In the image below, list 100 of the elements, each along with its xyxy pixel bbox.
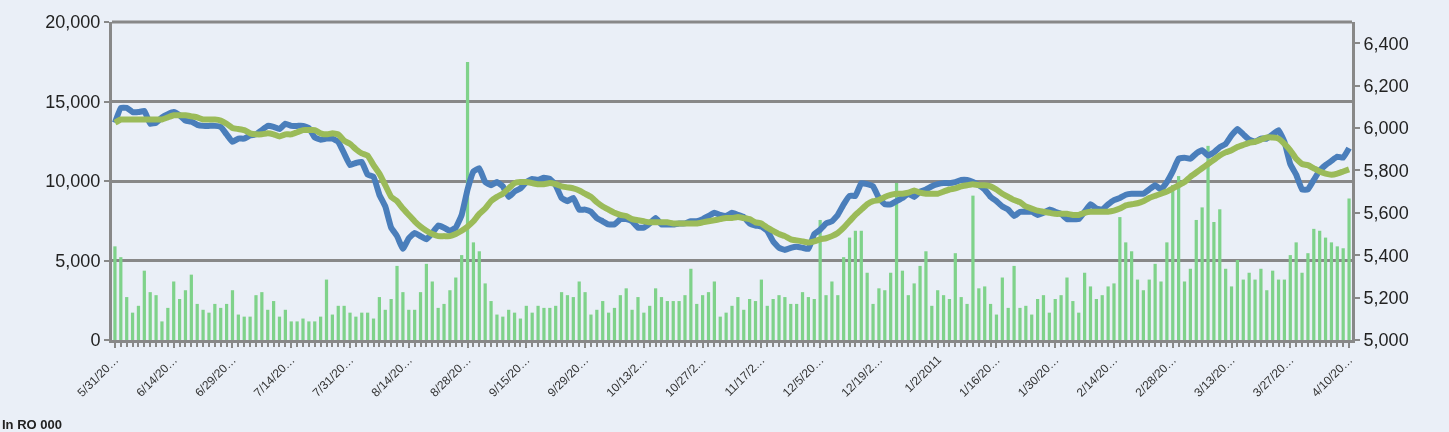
- bar: [377, 297, 382, 340]
- bar: [636, 297, 640, 340]
- bar: [736, 297, 740, 340]
- bar: [612, 307, 617, 340]
- bar: [1312, 228, 1316, 340]
- bar: [448, 290, 452, 340]
- bar: [847, 237, 852, 340]
- bar: [336, 305, 340, 340]
- bar: [477, 251, 481, 340]
- bar: [283, 309, 287, 340]
- bar: [1147, 279, 1151, 340]
- y2-tick-label: 5,200: [1363, 287, 1409, 308]
- bar: [1088, 286, 1093, 340]
- bar: [1206, 145, 1210, 340]
- bar: [994, 314, 999, 340]
- bar: [1035, 298, 1040, 340]
- bar: [1318, 230, 1322, 340]
- bar: [1106, 286, 1110, 340]
- y-tick-label: 10,000: [45, 171, 101, 192]
- y2-tick-label: 6,200: [1363, 75, 1409, 96]
- bar: [548, 307, 552, 340]
- bar: [201, 309, 205, 340]
- bar: [1341, 248, 1345, 340]
- bar: [753, 301, 758, 340]
- bar: [971, 195, 975, 340]
- bar: [759, 279, 763, 340]
- bar: [871, 303, 875, 340]
- bar: [859, 230, 863, 340]
- bar: [877, 288, 881, 340]
- bar: [883, 290, 887, 340]
- bar: [1141, 290, 1145, 340]
- bar: [571, 297, 575, 340]
- bar: [953, 253, 957, 340]
- y-tick-label: 20,000: [45, 12, 101, 33]
- y2-tick-label: 5,000: [1363, 330, 1409, 351]
- bar: [460, 255, 464, 340]
- bar: [1018, 307, 1022, 340]
- bar: [730, 305, 734, 340]
- bar: [1288, 255, 1292, 340]
- bar: [977, 288, 981, 340]
- bar: [889, 272, 893, 340]
- bar: [1082, 272, 1087, 340]
- bar: [518, 318, 523, 340]
- bar: [800, 292, 805, 340]
- bar: [1059, 295, 1063, 340]
- bar: [330, 314, 334, 340]
- bar: [554, 305, 558, 340]
- bar: [930, 305, 934, 340]
- bar: [418, 292, 423, 340]
- bar: [559, 292, 564, 340]
- bar: [148, 292, 152, 340]
- bar: [1094, 298, 1098, 340]
- bar: [430, 281, 434, 340]
- bar: [1265, 290, 1269, 340]
- bar: [1241, 279, 1245, 340]
- bar: [219, 307, 223, 340]
- bar: [530, 312, 534, 340]
- bar: [1212, 222, 1216, 340]
- bar: [988, 303, 993, 340]
- bar: [424, 263, 429, 340]
- bar: [354, 316, 358, 340]
- y2-tick-label: 5,600: [1363, 203, 1409, 224]
- bar: [242, 316, 246, 340]
- bar: [1006, 307, 1010, 340]
- bar: [1012, 265, 1016, 340]
- bar: [1077, 312, 1081, 340]
- bar: [912, 283, 916, 340]
- bar: [189, 274, 193, 340]
- bar: [224, 303, 229, 340]
- bar: [1235, 260, 1240, 340]
- bar: [1194, 219, 1198, 340]
- bar: [918, 265, 922, 340]
- bar: [783, 297, 787, 340]
- bar: [1276, 279, 1281, 340]
- bar: [371, 318, 376, 340]
- bar: [248, 316, 252, 340]
- bar: [1165, 242, 1169, 340]
- bar: [795, 303, 799, 340]
- bar: [436, 307, 440, 340]
- bar: [1224, 268, 1228, 340]
- bar: [1135, 279, 1140, 340]
- bar: [366, 312, 370, 340]
- bar: [1024, 305, 1028, 340]
- bar: [1347, 198, 1351, 340]
- bar: [777, 295, 781, 340]
- bar: [900, 270, 905, 340]
- bar: [536, 305, 540, 340]
- bar: [207, 312, 211, 340]
- bar: [313, 321, 317, 340]
- y2-tick-label: 6,000: [1363, 118, 1409, 139]
- bar: [936, 290, 940, 340]
- bar: [1329, 242, 1334, 340]
- bar: [812, 298, 816, 340]
- bar: [125, 297, 129, 340]
- bar: [765, 305, 769, 340]
- bar: [172, 281, 176, 340]
- bar: [701, 295, 705, 340]
- bar: [1041, 295, 1046, 340]
- y2-tick-label: 5,400: [1363, 245, 1409, 266]
- bar: [830, 281, 834, 340]
